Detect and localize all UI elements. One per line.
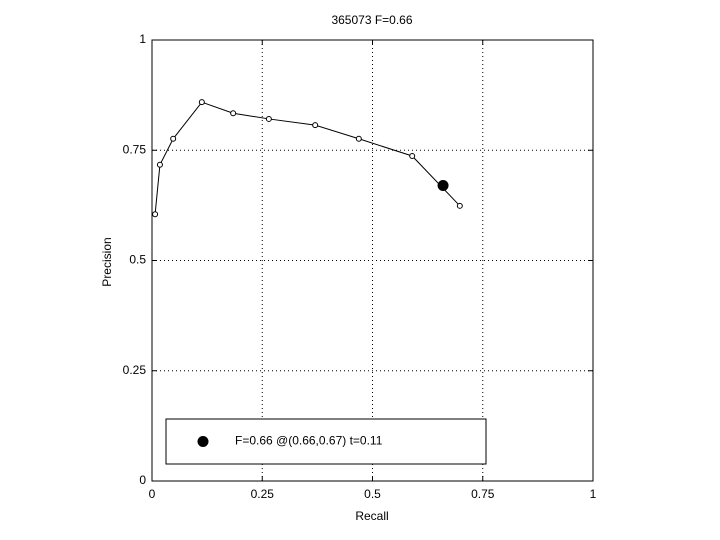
x-axis-label: Recall	[355, 509, 388, 523]
marker	[170, 135, 177, 142]
marker	[456, 202, 463, 209]
chart-title: 365073 F=0.66	[331, 13, 412, 27]
highlight-point	[437, 180, 449, 192]
x-tick-label: 0.5	[364, 487, 381, 501]
legend-box	[165, 418, 487, 465]
y-tick-label: 0	[139, 473, 146, 487]
marker	[265, 115, 272, 122]
line	[154, 101, 461, 215]
plot-frame	[151, 39, 594, 482]
y-tick-label: 0.5	[129, 253, 146, 267]
marker	[230, 110, 237, 117]
legend-label: F=0.66 @(0.66,0.67) t=0.11	[235, 434, 383, 448]
marker	[355, 135, 362, 142]
marker	[152, 211, 159, 218]
y-axis-label: Precision	[100, 237, 114, 286]
y-tick-label: 0.75	[123, 142, 147, 156]
legend-marker	[197, 436, 209, 447]
marker	[312, 122, 319, 129]
y-tick-label: 1	[139, 32, 146, 46]
x-tick-label: 0.75	[471, 487, 495, 501]
x-tick-label: 0	[149, 487, 156, 501]
marker	[198, 99, 205, 106]
marker	[156, 161, 163, 168]
marker	[409, 152, 416, 159]
x-tick-label: 0.25	[251, 487, 275, 501]
y-tick-label: 0.25	[123, 363, 147, 377]
x-tick-label: 1	[590, 487, 597, 501]
